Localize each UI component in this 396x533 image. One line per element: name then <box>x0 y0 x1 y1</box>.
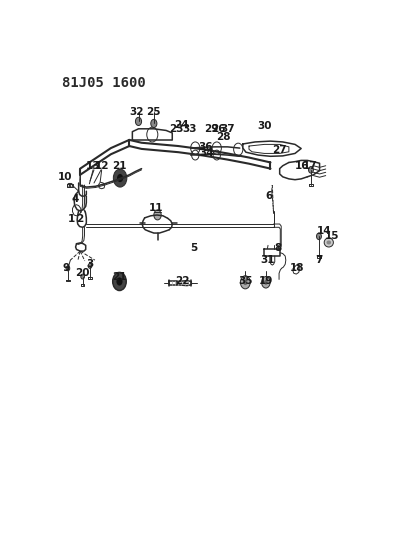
Text: 22: 22 <box>175 276 189 286</box>
Text: 7: 7 <box>315 255 323 265</box>
Circle shape <box>243 279 248 285</box>
Text: 12: 12 <box>94 161 109 171</box>
Text: 23: 23 <box>169 124 184 134</box>
Text: 34: 34 <box>199 148 214 158</box>
Text: 33: 33 <box>183 124 197 134</box>
Text: 32: 32 <box>130 107 144 117</box>
Text: 28: 28 <box>216 132 230 142</box>
Text: 9: 9 <box>63 263 70 273</box>
Text: 35: 35 <box>238 276 253 286</box>
Circle shape <box>262 277 270 288</box>
Circle shape <box>88 263 92 268</box>
Circle shape <box>240 276 250 289</box>
Circle shape <box>66 266 70 271</box>
Circle shape <box>154 210 161 220</box>
Text: 29: 29 <box>204 124 219 134</box>
Text: 5: 5 <box>190 243 197 253</box>
Circle shape <box>308 166 314 173</box>
Text: 37: 37 <box>220 124 235 134</box>
Text: 3: 3 <box>86 259 93 269</box>
Text: 15: 15 <box>325 230 339 240</box>
Text: 21: 21 <box>112 271 127 281</box>
Text: 19: 19 <box>259 276 273 286</box>
Text: 14: 14 <box>317 227 331 237</box>
Text: 36: 36 <box>199 142 213 152</box>
Ellipse shape <box>324 238 333 247</box>
Circle shape <box>264 280 268 285</box>
Text: 21: 21 <box>112 161 127 171</box>
Text: 30: 30 <box>257 122 272 131</box>
Text: 4: 4 <box>72 193 79 204</box>
Text: 20: 20 <box>75 268 90 278</box>
Circle shape <box>151 119 157 127</box>
Text: 31: 31 <box>260 255 275 265</box>
Text: 2: 2 <box>76 214 83 224</box>
Text: 81J05 1600: 81J05 1600 <box>62 76 145 90</box>
Text: 24: 24 <box>174 120 189 130</box>
Circle shape <box>117 174 123 182</box>
Text: 16: 16 <box>295 161 310 171</box>
Text: 6: 6 <box>266 191 273 201</box>
Circle shape <box>116 277 122 286</box>
Text: 11: 11 <box>149 204 164 213</box>
Circle shape <box>81 274 84 279</box>
Circle shape <box>316 233 322 240</box>
Text: 26: 26 <box>211 124 226 134</box>
Ellipse shape <box>326 240 331 245</box>
Text: 27: 27 <box>272 145 286 155</box>
Text: 17: 17 <box>303 161 317 171</box>
Circle shape <box>113 272 126 290</box>
Circle shape <box>135 117 142 126</box>
Text: 13: 13 <box>86 161 100 171</box>
Text: 10: 10 <box>58 172 73 182</box>
Text: 8: 8 <box>274 243 282 253</box>
Text: 1: 1 <box>68 214 75 224</box>
Text: 18: 18 <box>290 263 305 273</box>
Circle shape <box>113 169 127 187</box>
Text: 25: 25 <box>147 107 161 117</box>
